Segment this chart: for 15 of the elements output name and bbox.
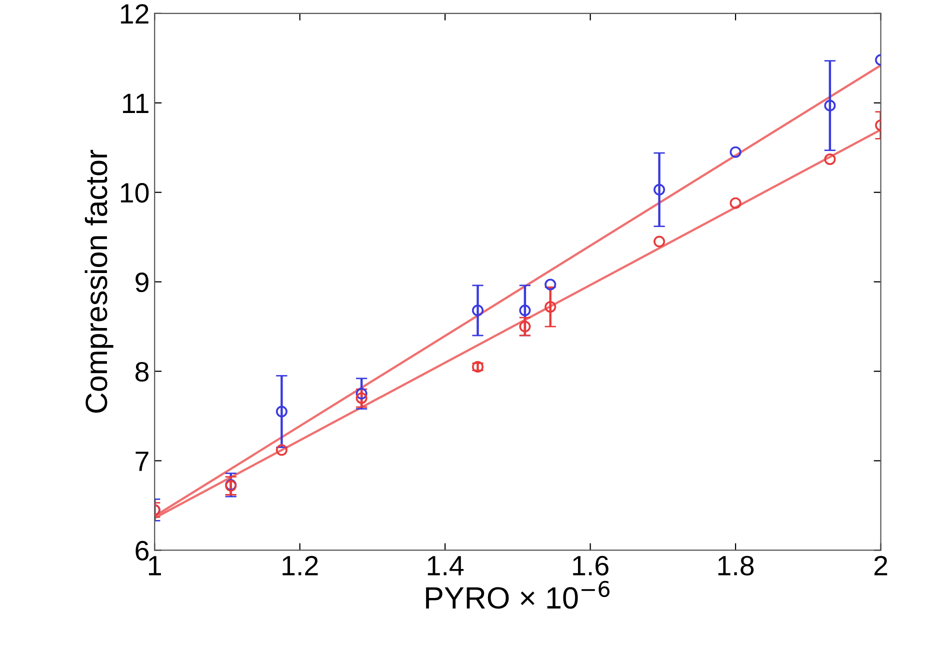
- x-tick-label: 1.8: [718, 556, 754, 576]
- y-tick-label: 10: [120, 183, 149, 203]
- y-tick-label: 9: [136, 272, 148, 292]
- y-tick-label: 7: [136, 452, 148, 471]
- y-tick-label: 6: [136, 540, 149, 561]
- x-tick-label: 1.6: [573, 556, 608, 576]
- x-axis-title: PYRO × 10$^{−6}$: [426, 580, 610, 609]
- x-tick-label: 1: [149, 556, 161, 576]
- y-tick-label: 12: [120, 4, 148, 24]
- y-axis-title: Compression factor: [84, 150, 114, 413]
- y-tick-label: 11: [123, 94, 148, 113]
- y-tick-label: 8: [136, 362, 149, 382]
- x-tick-label: 1.4: [428, 556, 464, 576]
- x-tick-label: 1.2: [282, 556, 318, 576]
- x-tick-label: 2: [874, 556, 888, 576]
